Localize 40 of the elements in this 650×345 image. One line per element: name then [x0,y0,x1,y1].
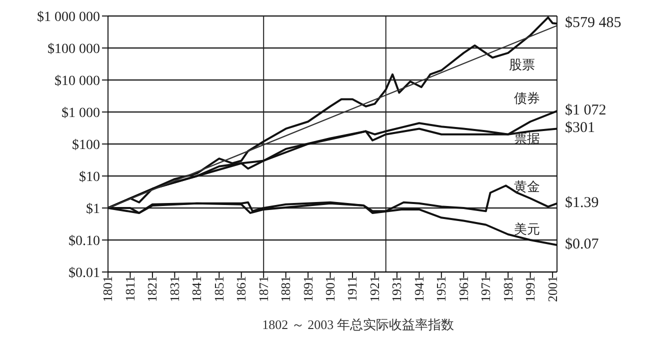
x-tick-label: 1931 [389,276,404,302]
x-tick-label: 1841 [189,276,204,302]
x-tick-label: 1981 [500,276,516,302]
x-tick-label: 1891 [300,276,316,302]
y-tick-label: $1 000 000 [37,10,100,25]
y-tick-label: $0.01 [68,266,100,281]
y-tick-label: $100 000 [48,42,100,57]
y-tick-label: $0.10 [68,234,100,249]
x-tick-label: 1811 [122,276,138,302]
text: $0.07 [565,236,600,252]
x-tick-label: 1871 [256,276,271,302]
y-tick-label: $10 [79,170,100,185]
text: $1 072 [565,102,606,118]
x-tick-label: 1861 [234,276,249,302]
x-tick-label: 1971 [478,276,494,302]
text: $1.39 [565,194,599,211]
x-tick-label: 1911 [344,276,360,302]
x-tick-label: 1991 [522,276,538,302]
y-tick-label: $1 [86,202,100,217]
y-tick-label: $1 000 [62,106,100,121]
y-tick-label: $10 000 [54,74,100,89]
x-tick-label: 1851 [211,276,226,302]
series-label: 黄金 [514,180,540,195]
text: $301 [565,120,595,136]
x-tick-label: 1961 [456,276,471,302]
x-tick-label: 1951 [434,276,449,302]
series-label: 债券 [514,92,540,107]
series-label: 美元 [514,222,540,238]
series-label: 股票 [509,58,535,74]
x-tick-label: 2001 [544,276,560,302]
x-tick-label: 1801 [100,276,116,302]
x-tick-label: 1901 [322,276,338,302]
x-tick-label: 1821 [144,276,160,302]
x-tick-label: 1921 [366,276,382,302]
x-tick-label: 1831 [166,276,182,302]
x-tick-label: 1941 [411,276,426,302]
x-tick-label: 1881 [278,276,294,302]
text: 1802 ～ 2003 年总实际收益率指数 [261,316,455,334]
y-tick-label: $100 [72,138,100,153]
text: $579 485 [565,15,622,32]
